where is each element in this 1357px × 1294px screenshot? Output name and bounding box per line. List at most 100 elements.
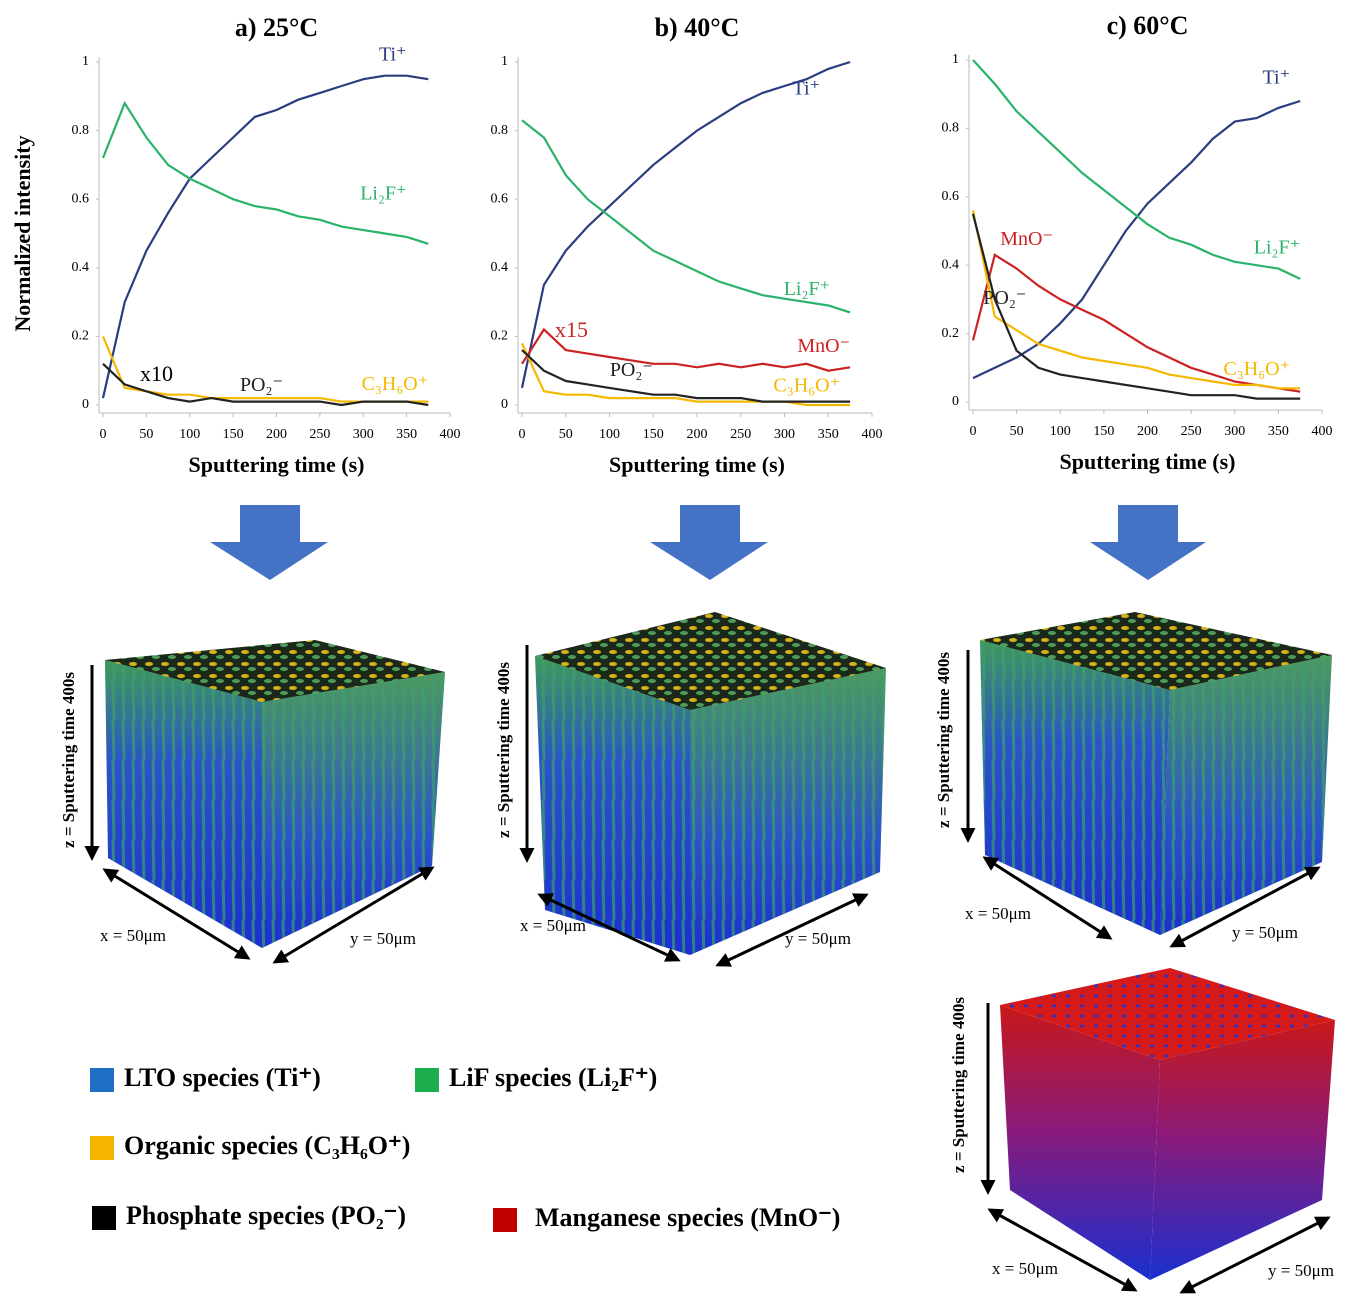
y-tick-label: 0 [82,397,89,412]
x-tick-label: 300 [774,427,795,442]
x-tick-label: 200 [266,427,287,442]
y-label: y = 50μm [785,929,851,948]
x-tick-label: 50 [1010,424,1024,439]
x-tick-label: 200 [687,427,708,442]
z-label: z = Sputtering time 400s [59,672,78,848]
x-axis-label: Sputtering time (s) [609,452,785,477]
series-label: MnO⁻ [797,335,850,357]
x-tick-label: 400 [862,427,883,442]
x-tick-label: 400 [1312,424,1333,439]
chart-title: a) 25°C [235,13,318,42]
series-label: Li₂F⁺ [784,278,830,300]
y-tick-label: 0.8 [942,121,960,136]
series-label: Ti⁺ [792,78,820,100]
legend-swatch [92,1206,116,1230]
x-tick-label: 250 [309,427,330,442]
cube-stripes [980,640,1170,935]
legend-label: LiF species (Li₂F⁺) [449,1063,657,1092]
x-tick-label: 100 [599,427,620,442]
x-tick-label: 50 [559,427,573,442]
legend-label: Organic species (C₃H₆O⁺) [124,1131,410,1160]
cube: z = Sputtering time 400s x = 50μm y = 50μm [949,968,1335,1294]
y-tick-label: 0.8 [72,123,90,138]
series-label: PO₂⁻ [610,359,653,381]
legend: LTO species (Ti⁺) LiF species (Li₂F⁺) Orga… [90,1063,840,1232]
y-tick-label: 0.6 [491,191,509,206]
y-arrow [1179,1216,1331,1294]
cube-stripes [535,656,690,955]
cubes: z = Sputtering time 400s x = 50μm y = 50μm… [59,612,1335,1294]
legend-swatch [90,1136,114,1160]
series-line [972,99,1301,380]
x-axis-label: Sputtering time (s) [189,452,365,477]
series-line [971,253,1301,393]
legend-label: Manganese species (MnO⁻) [535,1203,840,1232]
legend-label: Phosphate species (PO₂⁻) [126,1201,406,1230]
x-label: x = 50μm [992,1259,1058,1278]
x-arrow [982,856,1113,940]
cube: z = Sputtering time 400s x = 50μm y = 50μm [59,640,445,964]
series-line [971,210,1301,390]
x-tick-label: 250 [1181,424,1202,439]
series-line [520,60,851,389]
series-line [972,59,1301,280]
series-label: C₃H₆O⁺ [1223,358,1290,380]
x-tick-label: 100 [1050,424,1071,439]
charts: a) 25°C Sputtering time (s) Normalized int… [10,11,1332,477]
line-chart: a) 25°C Sputtering time (s) Normalized int… [10,13,460,477]
y-label: y = 50μm [350,929,416,948]
y-label: y = 50μm [1232,923,1298,942]
x-tick-label: 0 [970,424,977,439]
y-tick-label: 1 [501,54,508,69]
y-axis-label: Normalized intensity [10,135,35,331]
x-tick-label: 350 [396,427,417,442]
x-tick-label: 0 [100,427,107,442]
x-tick-label: 0 [519,427,526,442]
cube-top-face [105,640,445,702]
x-tick-label: 50 [139,427,153,442]
x-arrow [537,893,681,962]
x-tick-label: 350 [818,427,839,442]
x-tick-label: 300 [1224,424,1245,439]
series-label: Ti⁺ [1263,67,1291,89]
annotation: x15 [555,317,588,342]
z-label: z = Sputtering time 400s [934,652,953,828]
x-arrow [987,1208,1138,1292]
y-tick-label: 0.8 [491,123,509,138]
cube-stripes [105,660,262,948]
y-tick-label: 1 [82,54,89,69]
x-label: x = 50μm [100,926,166,945]
series-line [521,119,851,314]
annotation: x10 [140,361,173,386]
y-label: y = 50μm [1268,1261,1334,1280]
x-tick-label: 150 [1093,424,1114,439]
z-label: z = Sputtering time 400s [949,997,968,1173]
x-tick-label: 150 [223,427,244,442]
series-line [521,349,851,403]
y-tick-label: 0.2 [491,329,509,344]
x-tick-label: 250 [730,427,751,442]
y-tick-label: 0.6 [942,189,960,204]
x-tick-label: 200 [1137,424,1158,439]
series-line [101,74,429,399]
y-tick-label: 0.4 [72,260,90,275]
y-tick-label: 0 [501,397,508,412]
x-tick-label: 100 [179,427,200,442]
cube-stripes [690,668,886,955]
y-tick-label: 1 [952,52,959,67]
series-label: PO₂⁻ [240,374,283,396]
series-label: Ti⁺ [379,43,407,65]
x-tick-label: 150 [643,427,664,442]
cube-stripes [1160,655,1332,935]
chart-title: b) 40°C [655,13,740,42]
y-tick-label: 0.2 [72,329,90,344]
cube: z = Sputtering time 400s x = 50μm y = 50μm [934,612,1332,948]
cube-top-face [1000,968,1335,1060]
y-tick-label: 0 [952,394,959,409]
x-label: x = 50μm [520,916,586,935]
x-axis-label: Sputtering time (s) [1060,449,1236,474]
series-label: PO₂⁻ [983,287,1026,309]
x-label: x = 50μm [965,904,1031,923]
series-line [520,342,851,407]
